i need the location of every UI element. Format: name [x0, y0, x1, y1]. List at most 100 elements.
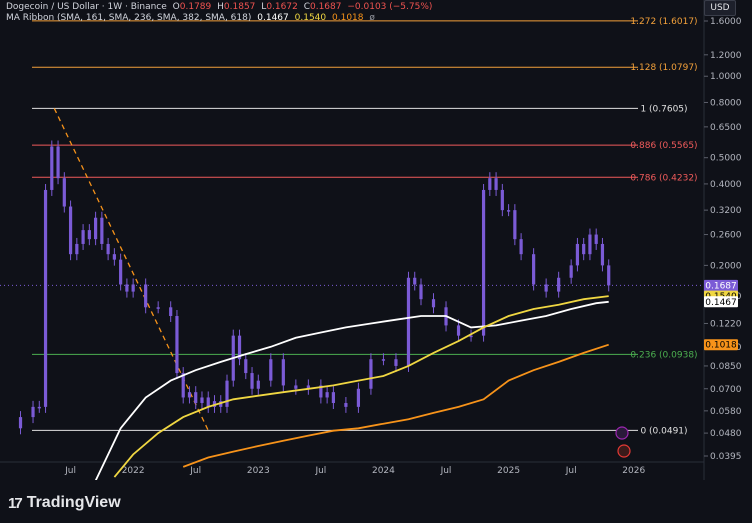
candle-body	[187, 392, 192, 398]
y-tick-label: 0.0395	[710, 452, 742, 462]
candle-body	[281, 359, 285, 386]
y-tick-label: 0.2000	[710, 261, 742, 271]
candle-body	[81, 230, 85, 244]
x-tick-label: 2023	[247, 466, 270, 476]
candle-body	[200, 397, 204, 404]
ma-161-line	[94, 300, 609, 480]
high-value: 0.1857	[223, 2, 256, 12]
candle-body	[175, 316, 179, 374]
candle-body	[181, 373, 185, 398]
candle-body	[575, 243, 580, 266]
symbol-header: Dogecoin / US Dollar · 1W · Binance O 0.1…	[6, 2, 435, 13]
brand-name: TradingView	[26, 494, 121, 511]
candle-body	[494, 178, 498, 190]
candle-body	[431, 299, 436, 308]
footer	[0, 480, 752, 523]
y-tick-label: 0.4000	[710, 180, 742, 190]
ma-yellow-value: 0.1540	[294, 13, 327, 23]
ma-white-value: 0.1467	[257, 13, 289, 23]
x-tick-label: 2022	[122, 466, 145, 476]
close-label: C	[303, 2, 310, 12]
price-chart[interactable]: 1.6000 1.2000 1.0000 0.8000 0.6500 0.5000 0.40…	[0, 0, 752, 480]
open-label: O	[172, 2, 180, 12]
candle-body	[519, 239, 523, 255]
candle-body	[513, 210, 517, 240]
currency-button[interactable]: USD	[704, 0, 736, 16]
candle-body	[331, 392, 335, 404]
event-icon-flag	[617, 444, 631, 458]
low-label: L	[261, 2, 267, 12]
candle-body	[394, 359, 398, 366]
candle-body	[119, 259, 123, 285]
candle-body	[582, 243, 586, 255]
ma-236-line	[113, 295, 609, 478]
indicator-header[interactable]: MA Ribbon (SMA, 161, SMA, 236, SMA, 382,…	[6, 13, 378, 24]
candle-body	[588, 234, 592, 255]
candle-body	[325, 392, 329, 398]
candle-body	[225, 380, 229, 407]
tradingview-logo[interactable]: 17 TradingView	[8, 494, 121, 512]
candle-body	[62, 178, 66, 207]
candle-body	[37, 406, 41, 409]
y-tick-label: 0.1220	[710, 319, 742, 329]
candle-body	[381, 359, 386, 361]
candle-body	[294, 385, 298, 389]
candle-body	[600, 243, 605, 266]
candle-body	[469, 335, 473, 338]
candle-body	[50, 146, 54, 190]
x-tick-label: 2024	[372, 466, 395, 476]
candle-body	[75, 243, 79, 255]
x-tick-label: Jul	[64, 466, 76, 476]
candle-body	[481, 189, 486, 336]
y-tick-label: 0.3200	[710, 206, 742, 216]
x-tick-label: Jul	[565, 466, 577, 476]
candle-body	[169, 307, 173, 317]
candle-body	[594, 234, 598, 244]
candle-body	[100, 217, 104, 244]
ma-orange-tag: 0.1018	[705, 341, 737, 351]
fib-level-label: 1 (0.7605)	[640, 104, 687, 114]
candle-body	[244, 359, 248, 374]
candle-body	[106, 243, 110, 255]
ma-orange-value: 0.1018	[332, 13, 364, 23]
y-tick-label: 0.0700	[710, 385, 742, 395]
change-value: −0.0103 (−5.75%)	[347, 2, 433, 12]
candle-body	[544, 284, 548, 292]
candle-body	[206, 397, 210, 407]
symbol-name: Dogecoin / US Dollar · 1W · Binance	[6, 2, 167, 12]
candle-body	[500, 189, 504, 211]
y-tick-label: 0.2600	[710, 231, 742, 241]
candle-body	[212, 401, 217, 407]
candle-body	[125, 284, 129, 292]
ma-382-line	[182, 343, 609, 468]
candle-body	[419, 284, 423, 300]
candle-body	[144, 284, 148, 308]
candle-body	[607, 265, 611, 286]
low-value: 0.1672	[266, 2, 298, 12]
candle-body	[31, 406, 35, 418]
fib-level-label: 0.786 (0.4232)	[630, 173, 697, 183]
candle-body	[369, 359, 373, 389]
candle-body	[43, 189, 48, 407]
close-value: 0.1687	[309, 2, 342, 12]
y-tick-label: 0.8000	[710, 98, 742, 108]
candle-body	[87, 230, 91, 240]
y-tick-label: 1.2000	[710, 51, 742, 61]
candle-body	[94, 217, 98, 240]
candle-body	[18, 417, 23, 429]
candle-body	[506, 210, 511, 212]
x-tick-label: Jul	[440, 466, 452, 476]
tradingview-mark-icon: 17	[8, 494, 23, 512]
candle-body	[413, 277, 417, 285]
candle-body	[56, 146, 60, 179]
y-tick-label: 0.0480	[710, 429, 742, 439]
y-tick-label: 0.0580	[710, 407, 742, 417]
candle-body	[112, 254, 116, 260]
ma-white-tag-bg	[704, 296, 738, 308]
candle-body	[456, 325, 461, 336]
candle-body	[356, 388, 361, 407]
candle-body	[256, 380, 260, 389]
eye-icon[interactable]: ø	[369, 13, 375, 23]
last-price-tag: 0.1687	[705, 281, 737, 291]
chart-background	[0, 0, 752, 480]
